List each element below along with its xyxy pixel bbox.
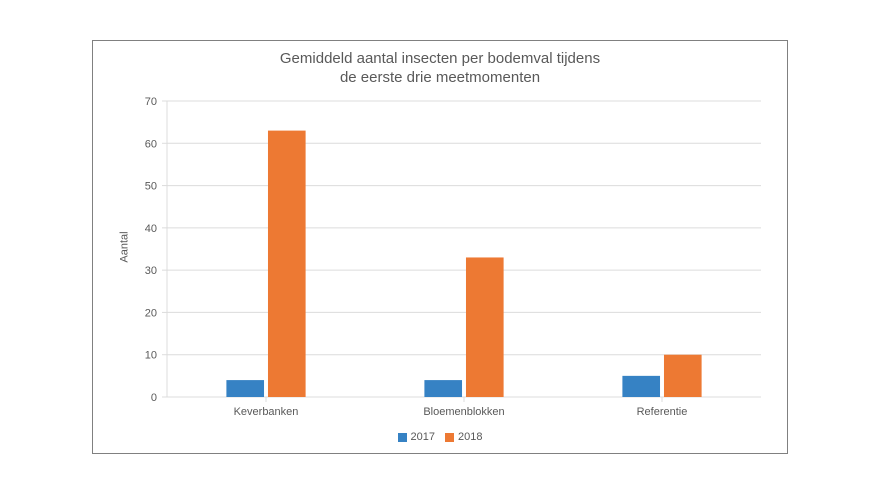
x-tick-label: Referentie [637,406,688,418]
x-tick-label: Keverbanken [234,406,299,418]
y-tick-label: 40 [145,223,157,235]
plot-area: 010203040506070KeverbankenBloemenblokken… [167,101,761,397]
legend-label: 2018 [458,431,482,443]
y-tick-label: 50 [145,181,157,193]
y-tick-label: 60 [145,138,157,150]
y-axis-label: Aantal [119,231,131,262]
bar-2017-referentie [622,376,660,397]
y-tick-label: 10 [145,350,157,362]
bar-2018-bloemenblokken [466,257,504,397]
chart-title: Gemiddeld aantal insecten per bodemval t… [93,49,787,87]
y-tick-label: 20 [145,307,157,319]
y-tick-label: 70 [145,96,157,108]
legend-label: 2017 [411,431,435,443]
legend-swatch [398,433,407,442]
y-tick-label: 30 [145,265,157,277]
legend: 2017 2018 [93,431,787,443]
legend-item-2018: 2018 [445,431,482,443]
bar-2017-keverbanken [226,380,264,397]
legend-item-2017: 2017 [398,431,435,443]
bar-2017-bloemenblokken [424,380,462,397]
bar-2018-referentie [664,355,702,397]
legend-swatch [445,433,454,442]
chart-card: Gemiddeld aantal insecten per bodemval t… [92,40,788,454]
bar-2018-keverbanken [268,131,306,397]
x-tick-label: Bloemenblokken [423,406,504,418]
y-tick-label: 0 [151,392,157,404]
stage: Gemiddeld aantal insecten per bodemval t… [0,0,880,500]
plot-svg: 010203040506070KeverbankenBloemenblokken… [167,101,761,397]
